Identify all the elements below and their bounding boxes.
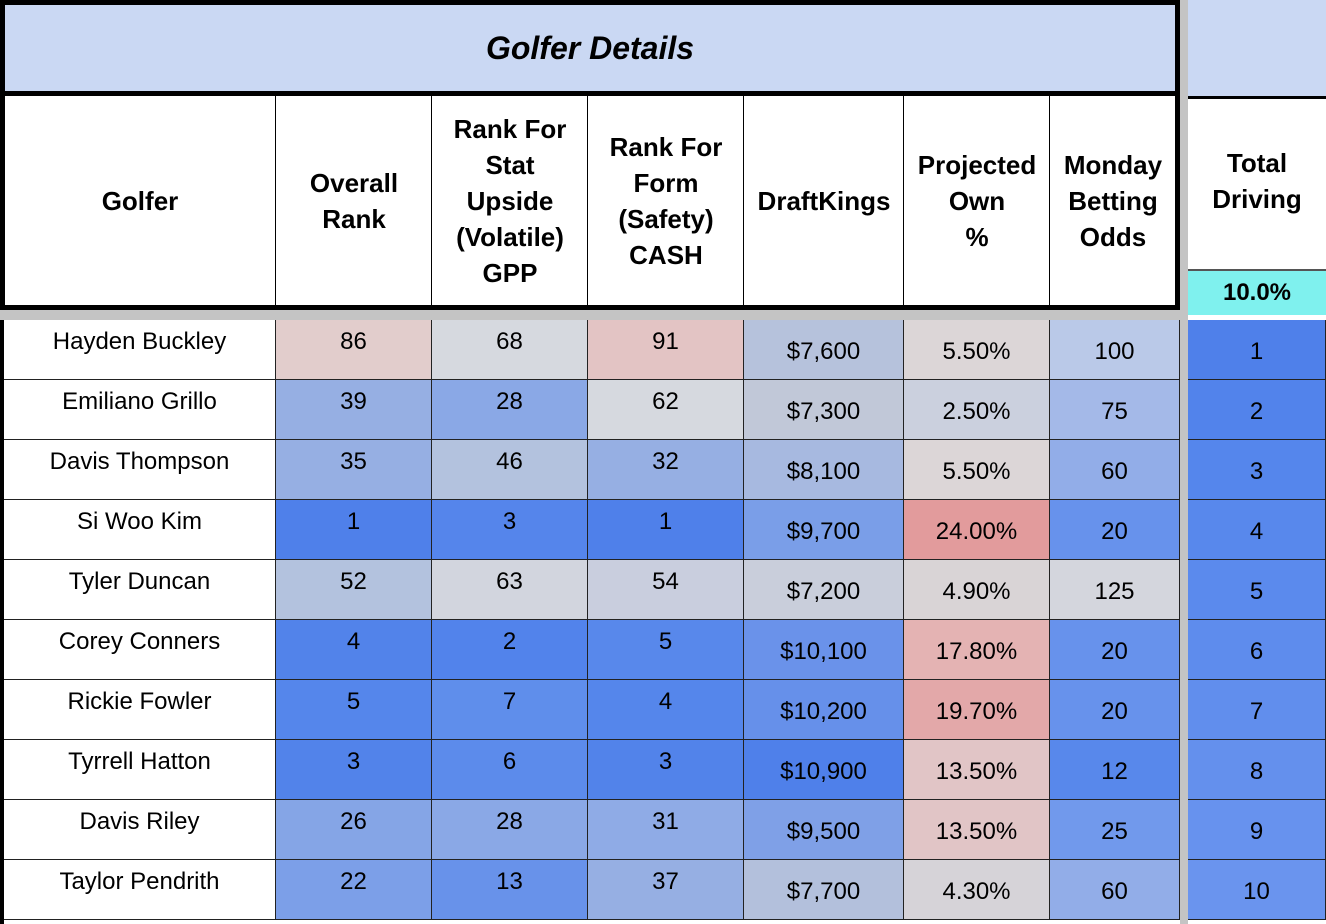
cell-golfer[interactable]: Hayden Buckley: [4, 320, 276, 380]
cell-betting-odds[interactable]: 20: [1050, 620, 1180, 680]
cell-stat-upside[interactable]: 63: [432, 560, 588, 620]
cell-betting-odds[interactable]: 100: [1050, 320, 1180, 380]
total-driving-label[interactable]: Total Driving: [1212, 148, 1302, 214]
cell-overall-rank[interactable]: 26: [276, 800, 432, 860]
cell-golfer[interactable]: Emiliano Grillo: [4, 380, 276, 440]
cell-stat-upside[interactable]: 28: [432, 800, 588, 860]
cell-projected-own[interactable]: 4.90%: [904, 560, 1050, 620]
cell-projected-own[interactable]: 2.50%: [904, 380, 1050, 440]
cell-projected-own[interactable]: 5.50%: [904, 320, 1050, 380]
cell-total-driving[interactable]: 8: [1188, 740, 1326, 800]
cell-stat-upside[interactable]: 28: [432, 380, 588, 440]
cell-total-driving[interactable]: 4: [1188, 500, 1326, 560]
cell-projected-own[interactable]: 4.30%: [904, 860, 1050, 920]
cell-draftkings[interactable]: $9,700: [744, 500, 904, 560]
cell-overall-rank[interactable]: 3: [276, 740, 432, 800]
cell-draftkings[interactable]: $7,700: [744, 860, 904, 920]
cell-form-safety[interactable]: 3: [588, 740, 744, 800]
cell-betting-odds[interactable]: 60: [1050, 860, 1180, 920]
header-projected-own[interactable]: Projected Own %: [903, 96, 1050, 305]
header-draftkings[interactable]: DraftKings: [743, 96, 904, 305]
page-title-text: Golfer Details: [485, 29, 695, 66]
cell-form-safety[interactable]: 54: [588, 560, 744, 620]
cell-total-driving[interactable]: 1: [1188, 320, 1326, 380]
column-separator: [1180, 0, 1188, 924]
header-golfer[interactable]: Golfer: [101, 185, 179, 216]
cell-golfer[interactable]: Corey Conners: [4, 620, 276, 680]
cell-overall-rank[interactable]: 52: [276, 560, 432, 620]
cell-form-safety[interactable]: 4: [588, 680, 744, 740]
cell-draftkings[interactable]: $7,300: [744, 380, 904, 440]
cell-stat-upside[interactable]: 46: [432, 440, 588, 500]
cell-form-safety[interactable]: 31: [588, 800, 744, 860]
header-overall-rank[interactable]: Overall Rank: [275, 96, 432, 305]
left-border: [0, 320, 4, 924]
cell-draftkings[interactable]: $7,600: [744, 320, 904, 380]
cell-total-driving[interactable]: 10: [1188, 860, 1326, 920]
cell-stat-upside[interactable]: 13: [432, 860, 588, 920]
header-stat-upside[interactable]: Rank For Stat Upside (Volatile) GPP: [431, 96, 588, 305]
cell-golfer[interactable]: Rickie Fowler: [4, 680, 276, 740]
cell-projected-own[interactable]: 13.50%: [904, 740, 1050, 800]
cell-betting-odds[interactable]: 75: [1050, 380, 1180, 440]
title-extension: [1188, 0, 1326, 96]
cell-overall-rank[interactable]: 5: [276, 680, 432, 740]
cell-betting-odds[interactable]: 12: [1050, 740, 1180, 800]
cell-golfer[interactable]: Si Woo Kim: [4, 500, 276, 560]
cell-form-safety[interactable]: 91: [588, 320, 744, 380]
cell-golfer[interactable]: Taylor Pendrith: [4, 860, 276, 920]
cell-stat-upside[interactable]: 3: [432, 500, 588, 560]
cell-draftkings[interactable]: $8,100: [744, 440, 904, 500]
cell-projected-own[interactable]: 5.50%: [904, 440, 1050, 500]
cell-total-driving[interactable]: 2: [1188, 380, 1326, 440]
cell-stat-upside[interactable]: 2: [432, 620, 588, 680]
cell-form-safety[interactable]: 1: [588, 500, 744, 560]
cell-overall-rank[interactable]: 86: [276, 320, 432, 380]
table-header: Golfer Overall Rank Rank For Stat Upside…: [0, 96, 1180, 310]
cell-golfer[interactable]: Tyler Duncan: [4, 560, 276, 620]
cell-overall-rank[interactable]: 22: [276, 860, 432, 920]
total-driving-weight[interactable]: 10.0%: [1188, 269, 1326, 315]
cell-projected-own[interactable]: 13.50%: [904, 800, 1050, 860]
cell-draftkings[interactable]: $10,100: [744, 620, 904, 680]
cell-betting-odds[interactable]: 20: [1050, 500, 1180, 560]
cell-total-driving[interactable]: 9: [1188, 800, 1326, 860]
cell-betting-odds[interactable]: 20: [1050, 680, 1180, 740]
cell-stat-upside[interactable]: 7: [432, 680, 588, 740]
cell-stat-upside[interactable]: 68: [432, 320, 588, 380]
cell-projected-own[interactable]: 17.80%: [904, 620, 1050, 680]
cell-golfer[interactable]: Tyrrell Hatton: [4, 740, 276, 800]
cell-projected-own[interactable]: 24.00%: [904, 500, 1050, 560]
cell-overall-rank[interactable]: 1: [276, 500, 432, 560]
cell-overall-rank[interactable]: 35: [276, 440, 432, 500]
page-title: Golfer Details: [0, 0, 1180, 96]
cell-form-safety[interactable]: 32: [588, 440, 744, 500]
header-form-safety[interactable]: Rank For Form (Safety) CASH: [587, 96, 744, 305]
cell-draftkings[interactable]: $7,200: [744, 560, 904, 620]
cell-form-safety[interactable]: 5: [588, 620, 744, 680]
cell-form-safety[interactable]: 62: [588, 380, 744, 440]
cell-betting-odds[interactable]: 25: [1050, 800, 1180, 860]
cell-draftkings[interactable]: $10,200: [744, 680, 904, 740]
cell-projected-own[interactable]: 19.70%: [904, 680, 1050, 740]
cell-betting-odds[interactable]: 60: [1050, 440, 1180, 500]
cell-overall-rank[interactable]: 39: [276, 380, 432, 440]
header-gap: [0, 310, 1180, 320]
header-total-driving: Total Driving 10.0%: [1188, 96, 1326, 315]
cell-total-driving[interactable]: 7: [1188, 680, 1326, 740]
cell-total-driving[interactable]: 3: [1188, 440, 1326, 500]
cell-form-safety[interactable]: 37: [588, 860, 744, 920]
cell-draftkings[interactable]: $10,900: [744, 740, 904, 800]
cell-draftkings[interactable]: $9,500: [744, 800, 904, 860]
cell-golfer[interactable]: Davis Riley: [4, 800, 276, 860]
cell-total-driving[interactable]: 5: [1188, 560, 1326, 620]
cell-golfer[interactable]: Davis Thompson: [4, 440, 276, 500]
cell-betting-odds[interactable]: 125: [1050, 560, 1180, 620]
cell-stat-upside[interactable]: 6: [432, 740, 588, 800]
cell-total-driving[interactable]: 6: [1188, 620, 1326, 680]
cell-overall-rank[interactable]: 4: [276, 620, 432, 680]
header-betting-odds[interactable]: Monday Betting Odds: [1049, 96, 1176, 305]
